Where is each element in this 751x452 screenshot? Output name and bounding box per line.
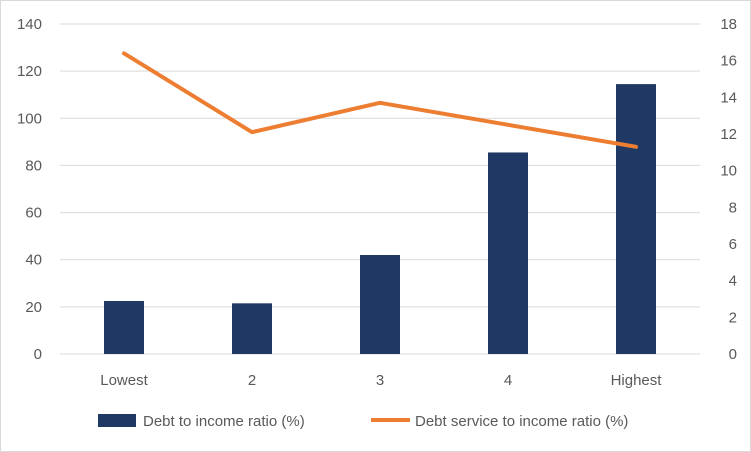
left-tick-label: 140	[17, 16, 42, 33]
left-axis: 0 20 40 60 80 100 120 140	[17, 16, 42, 363]
right-tick-label: 4	[729, 273, 737, 290]
line-point	[635, 146, 637, 148]
left-tick-label: 20	[25, 299, 42, 316]
right-tick-label: 10	[720, 163, 737, 180]
legend: Debt to income ratio (%) Debt service to…	[98, 413, 628, 430]
line-point	[379, 102, 381, 104]
line-point	[251, 131, 253, 133]
line-point	[123, 52, 125, 54]
left-tick-label: 80	[25, 157, 42, 174]
x-tick-label: 2	[248, 372, 256, 389]
x-tick-label: 4	[504, 372, 512, 389]
left-tick-label: 100	[17, 110, 42, 127]
bar-series	[104, 84, 656, 354]
right-tick-label: 8	[729, 199, 737, 216]
line-series	[122, 51, 638, 149]
right-tick-label: 12	[720, 126, 737, 143]
legend-label-debt-to-income: Debt to income ratio (%)	[143, 413, 305, 430]
right-tick-label: 18	[720, 16, 737, 33]
left-tick-label: 0	[34, 346, 42, 363]
x-axis: Lowest 2 3 4 Highest	[100, 372, 662, 389]
x-tick-label: 3	[376, 372, 384, 389]
bar	[360, 255, 400, 354]
bar	[616, 84, 656, 354]
legend-swatch-debt-to-income	[98, 414, 136, 427]
line-point	[507, 124, 509, 126]
right-tick-label: 14	[720, 89, 737, 106]
bar	[104, 300, 144, 354]
left-tick-label: 120	[17, 63, 42, 80]
right-tick-label: 2	[729, 309, 737, 326]
legend-label-debt-service: Debt service to income ratio (%)	[415, 413, 628, 430]
right-tick-label: 6	[729, 236, 737, 253]
right-axis: 0 2 4 6 8 10 12 14 16 18	[720, 16, 737, 363]
left-tick-label: 40	[25, 252, 42, 269]
right-tick-label: 0	[729, 346, 737, 363]
series-line	[122, 51, 638, 149]
x-tick-label: Lowest	[100, 372, 148, 389]
x-tick-label: Highest	[611, 372, 663, 389]
left-tick-label: 60	[25, 205, 42, 222]
right-tick-label: 16	[720, 53, 737, 70]
bar	[488, 152, 528, 354]
gridlines	[60, 23, 700, 355]
bar	[232, 303, 272, 354]
